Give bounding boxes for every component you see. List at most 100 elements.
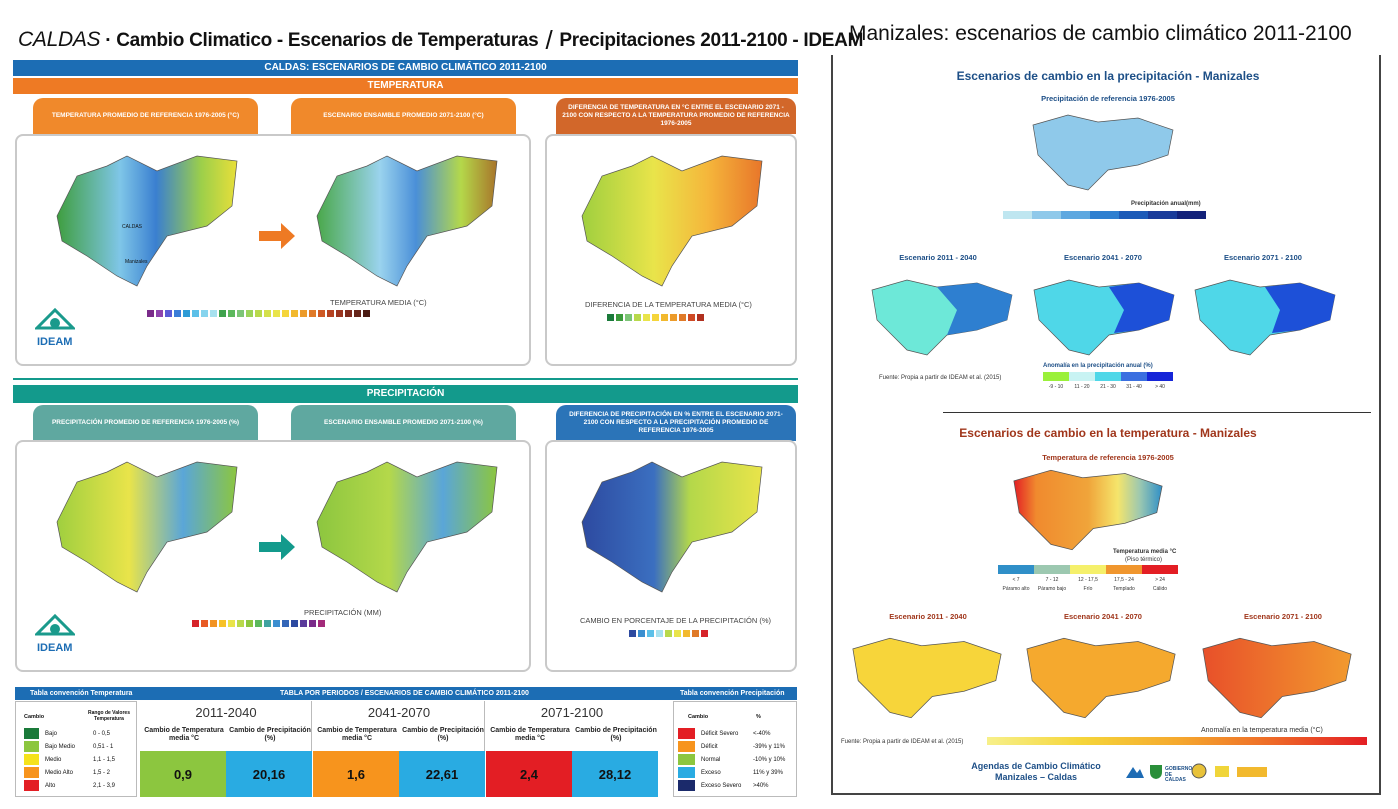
temp-tab-difference: DIFERENCIA DE TEMPERATURA EN °C ENTRE EL… (556, 98, 796, 134)
periods-grid: 2011-2040 Cambio de Temperatura media °C… (140, 701, 660, 797)
temp-diff-legend-title: DIFERENCIA DE LA TEMPERATURA MEDIA (°C) (585, 300, 752, 309)
period-prec-value: 22,61 (399, 751, 485, 797)
temp-conv-swatch (24, 728, 39, 739)
temp-floor-name: Cálido (1152, 586, 1168, 592)
main-title-separator: / (545, 25, 553, 55)
temp-floor-names: Páramo alto Páramo bajo Frío Templado Cálido (998, 586, 1178, 592)
manizales-logo-icon (1215, 766, 1229, 777)
precip-legend-title: PRECIPITACIÓN (mm) (304, 608, 382, 617)
precip-diff-panel: CAMBIO EN PORCENTAJE DE LA PRECIPITACIÓN… (545, 440, 797, 672)
temp-floor-name: Templado (1113, 586, 1135, 592)
section-divider (13, 378, 798, 380)
period-name: 2071-2100 (540, 705, 604, 720)
main-title-part-1: · Cambio Climatico - Escenarios de Tempe… (100, 30, 539, 51)
temp-difference-map (581, 155, 763, 287)
temp-ref-scale (998, 565, 1178, 574)
temp-legend-swatches (147, 310, 370, 317)
temp-legend-title: TEMPERATURA MEDIA (°C) (330, 298, 427, 307)
prec-conv-col1: Cambio (688, 714, 709, 720)
temp-reference-map (56, 155, 238, 287)
prec-conv-row: Normal -10% y 10% (678, 753, 785, 766)
precip-maps-panel: PRECIPITACIÓN (mm) IDEAM (15, 440, 531, 672)
temp-floor-name: Páramo alto (1002, 586, 1030, 592)
temp-scenario-3-map (1202, 637, 1352, 719)
precip-scenario-3-title: Escenario 2071 - 2100 (1224, 253, 1302, 262)
temp-scenario-1-title: Escenario 2011 - 2040 (889, 612, 967, 621)
temp-conv-swatch (24, 754, 39, 765)
temp-source: Fuente: Propia a partir de IDEAM et al. … (841, 739, 964, 745)
temp-convention-box: Cambio Rango de Valores Temperatura Bajo… (15, 701, 137, 797)
period-prec-value: 28,12 (572, 751, 658, 797)
temp-tab-reference: TEMPERATURA PROMEDIO DE REFERENCIA 1976-… (33, 98, 258, 134)
period-column: 2071-2100 Cambio de Temperatura media °C… (486, 701, 658, 797)
precip-annual-scale (1003, 211, 1206, 219)
prec-conv-row: Exceso Severo >40% (678, 779, 785, 792)
precip-tab-scenario: ESCENARIO ENSAMBLE PROMEDIO 2071-2100 (%… (291, 405, 516, 441)
arrow-icon (259, 223, 295, 249)
right-title: Manizales: escenarios de cambio climátic… (849, 22, 1352, 45)
prec-conv-swatch (678, 728, 695, 739)
temp-conv-col1: Cambio (24, 714, 45, 720)
temp-scenario-1-map (852, 637, 1002, 719)
temp-conv-range: 0 - 0,5 (93, 730, 111, 737)
temp-conv-range: 1,1 - 1,5 (93, 756, 116, 763)
precip-reference-map (56, 461, 238, 593)
thermal-floor-label: (Piso térmico) (1125, 557, 1163, 563)
precip-legend-swatches (192, 620, 325, 627)
temp-reference-title: Temperatura de referencia 1976-2005 (1042, 453, 1174, 462)
temp-conv-col2: Rango de Valores Temperatura (88, 710, 130, 722)
precip-scenario-3-map (1194, 279, 1336, 356)
temp-conv-row: Alto 2,1 - 3,9 (24, 779, 115, 792)
period-prec-header: Cambio de Precipitación (%) (575, 727, 657, 743)
temp-floor-name: Frío (1083, 586, 1093, 592)
map-label-caldas: CALDAS (122, 224, 143, 230)
temp-anomaly-scale (987, 737, 1367, 745)
temp-ref-tick: < 7 (1012, 577, 1020, 583)
temp-conv-label: Medio Alto (45, 769, 74, 776)
temperature-banner: TEMPERATURA (13, 78, 798, 94)
prec-conv-range: >40% (753, 782, 769, 789)
prec-conv-label: Déficit (701, 743, 718, 750)
precip-diff-swatches (629, 630, 708, 637)
prec-conv-row: Exceso 11% y 39% (678, 766, 785, 779)
ideam-logo-icon (35, 307, 75, 330)
caldas-shield-icon (1150, 765, 1162, 779)
precip-scenario-2-title: Escenario 2041 - 2070 (1064, 253, 1142, 262)
temp-ref-ticks: < 7 7 - 12 12 - 17,5 17,5 - 24 > 24 (998, 577, 1178, 583)
prec-conv-col2: % (756, 714, 761, 720)
temp-scenario-2-title: Escenario 2041 - 2070 (1064, 612, 1142, 621)
temp-conv-label: Bajo Medio (45, 743, 76, 750)
period-temp-header: Cambio de Temperatura media °C (144, 727, 224, 743)
prec-conv-swatch (678, 767, 695, 778)
prec-conv-swatch (678, 780, 695, 791)
periods-table-header: Tabla convención Temperatura TABLA POR P… (15, 687, 797, 700)
main-title-brand: CALDAS (18, 28, 101, 51)
precip-scenario-map (316, 461, 498, 593)
precipitation-banner: PRECIPITACIÓN (13, 385, 798, 403)
precip-anomaly-tick: 11 - 20 (1074, 384, 1090, 390)
temp-conv-swatch (24, 767, 39, 778)
temp-conv-row: Medio Alto 1,5 - 2 (24, 766, 115, 779)
precip-reference-title: Precipitación de referencia 1976-2005 (1041, 94, 1175, 103)
temp-conv-label: Bajo (45, 730, 58, 737)
precip-convention-title: Tabla convención Precipitación (680, 690, 785, 697)
period-temp-value: 1,6 (313, 751, 399, 797)
precip-diff-legend-title: CAMBIO EN PORCENTAJE DE LA PRECIPITACIÓN… (580, 616, 772, 625)
prec-conv-range: 11% y 39% (753, 769, 783, 776)
period-name: 2011-2040 (195, 705, 257, 720)
sponsor-logo-icon (1237, 767, 1267, 777)
temp-diff-panel: DIFERENCIA DE LA TEMPERATURA MEDIA (°C) (545, 134, 797, 366)
temp-conv-row: Medio 1,1 - 1,5 (24, 753, 115, 766)
temp-conv-row: Bajo Medio 0,51 - 1 (24, 740, 115, 753)
prec-conv-row: Déficit Severo <-40% (678, 727, 785, 740)
period-temp-value: 0,9 (140, 751, 226, 797)
temp-conv-range: 1,5 - 2 (93, 769, 111, 776)
prec-conv-row: Déficit -39% y 11% (678, 740, 785, 753)
temp-conv-range: 2,1 - 3,9 (93, 782, 116, 789)
prec-conv-swatch (678, 741, 695, 752)
temp-tab-scenario: ESCENARIO ENSAMBLE PROMEDIO 2071-2100 (°… (291, 98, 516, 134)
precip-annual-label: Precipitación anual(mm) (1131, 201, 1201, 207)
university-seal-icon (1191, 763, 1207, 779)
period-column: 2041-2070 Cambio de Temperatura media °C… (313, 701, 485, 797)
precip-reference-map (1032, 114, 1174, 191)
